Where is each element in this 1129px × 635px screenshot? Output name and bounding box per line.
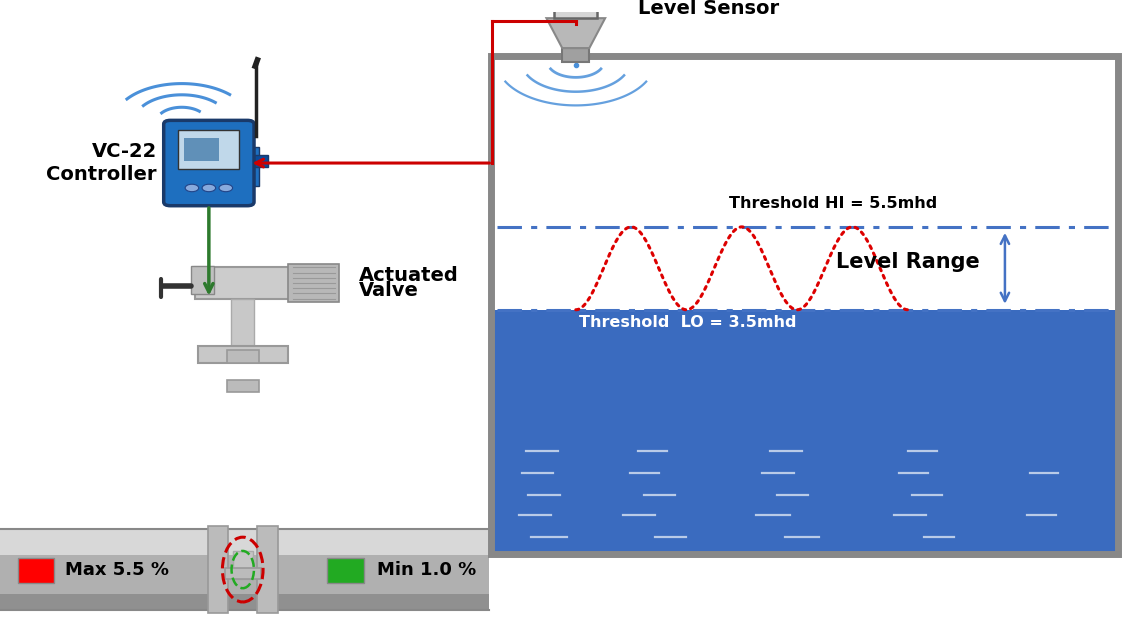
Text: Level Sensor: Level Sensor <box>638 0 779 18</box>
Bar <box>327 558 364 584</box>
Bar <box>491 55 1118 554</box>
Bar <box>562 48 589 62</box>
Bar <box>178 130 239 170</box>
Text: Valve: Valve <box>359 281 419 300</box>
Bar <box>289 264 339 302</box>
Bar <box>191 265 213 293</box>
Bar <box>208 526 228 613</box>
Bar <box>257 526 278 613</box>
Text: Min 1.0 %: Min 1.0 % <box>377 561 476 578</box>
Circle shape <box>185 184 199 192</box>
Bar <box>195 267 291 298</box>
Bar <box>554 0 597 18</box>
Bar <box>491 55 1118 554</box>
Bar <box>184 138 219 161</box>
Bar <box>0 594 489 610</box>
Circle shape <box>219 184 233 192</box>
Circle shape <box>202 184 216 192</box>
Bar <box>233 551 253 579</box>
Bar <box>0 529 489 556</box>
Text: Max 5.5 %: Max 5.5 % <box>65 561 169 578</box>
Text: Threshold HI = 5.5mhd: Threshold HI = 5.5mhd <box>729 196 937 211</box>
Bar <box>0 529 489 610</box>
Bar <box>227 351 259 363</box>
Bar <box>231 298 254 352</box>
Bar <box>247 155 268 167</box>
Bar <box>225 568 261 579</box>
Text: Threshold  LO = 3.5mhd: Threshold LO = 3.5mhd <box>579 315 796 330</box>
Text: Actuated: Actuated <box>359 265 458 284</box>
Bar <box>198 346 288 363</box>
Bar <box>247 147 259 187</box>
Bar <box>561 0 590 10</box>
Polygon shape <box>546 18 605 48</box>
Bar <box>227 380 259 392</box>
Text: Level Range: Level Range <box>835 252 980 272</box>
Bar <box>491 310 1118 554</box>
Text: Controller: Controller <box>46 165 157 184</box>
Text: VC-22: VC-22 <box>91 142 157 161</box>
Bar <box>18 558 54 584</box>
FancyBboxPatch shape <box>164 121 254 206</box>
